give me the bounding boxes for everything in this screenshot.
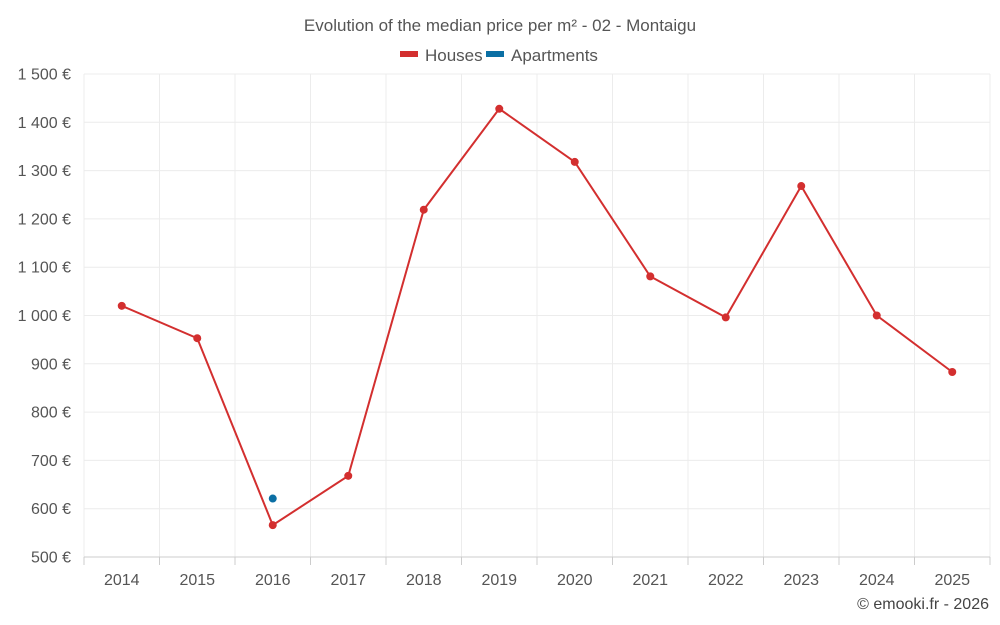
y-tick-label: 1 100 € bbox=[18, 260, 71, 277]
x-tick-label: 2023 bbox=[783, 572, 819, 589]
data-point-houses[interactable] bbox=[948, 368, 957, 377]
y-tick-label: 900 € bbox=[31, 356, 71, 373]
y-tick-label: 500 € bbox=[31, 550, 71, 567]
data-point-houses[interactable] bbox=[646, 272, 655, 281]
series[interactable] bbox=[117, 104, 957, 530]
grid bbox=[83, 73, 991, 557]
x-tick-label: 2020 bbox=[557, 572, 593, 589]
legend-label: Houses bbox=[425, 46, 483, 65]
data-point-houses[interactable] bbox=[344, 471, 353, 480]
y-tick-label: 600 € bbox=[31, 501, 71, 518]
y-tick-label: 1 200 € bbox=[18, 211, 71, 228]
x-tick-label: 2024 bbox=[859, 572, 895, 589]
x-tick-label: 2014 bbox=[104, 572, 140, 589]
credit: © emooki.fr - 2026 bbox=[857, 596, 989, 613]
y-tick-label: 1 000 € bbox=[18, 308, 71, 325]
x-tick-label: 2019 bbox=[481, 572, 517, 589]
y-tick-label: 800 € bbox=[31, 405, 71, 422]
x-tick-label: 2025 bbox=[934, 572, 970, 589]
y-tick-label: 1 300 € bbox=[18, 163, 71, 180]
legend[interactable]: Houses Apartments bbox=[400, 46, 598, 65]
legend-item-apartments[interactable]: Apartments bbox=[486, 46, 598, 65]
data-point-houses[interactable] bbox=[117, 301, 126, 310]
legend-swatch bbox=[400, 51, 418, 57]
legend-item-houses[interactable]: Houses bbox=[400, 46, 483, 65]
data-point-houses[interactable] bbox=[193, 334, 202, 343]
x-tick-label: 2017 bbox=[330, 572, 366, 589]
x-tick-label: 2015 bbox=[179, 572, 215, 589]
legend-swatch bbox=[486, 51, 504, 57]
data-point-houses[interactable] bbox=[495, 104, 504, 113]
y-tick-label: 1 500 € bbox=[18, 67, 71, 84]
y-tick-label: 700 € bbox=[31, 453, 71, 470]
axes: 500 € 600 € 700 € 800 € 900 € 1 000 € 1 100 € 1… bbox=[18, 67, 991, 589]
data-point-houses[interactable] bbox=[872, 311, 881, 320]
legend-label: Apartments bbox=[511, 46, 598, 65]
x-tick-label: 2021 bbox=[632, 572, 668, 589]
chart-title: Evolution of the median price per m² - 0… bbox=[304, 16, 696, 35]
data-point-houses[interactable] bbox=[721, 313, 730, 322]
y-tick-label: 1 400 € bbox=[18, 115, 71, 132]
data-point-houses[interactable] bbox=[797, 182, 806, 191]
data-point-houses[interactable] bbox=[419, 205, 428, 214]
x-tick-label: 2016 bbox=[255, 572, 291, 589]
data-point-houses[interactable] bbox=[268, 521, 277, 530]
data-point-houses[interactable] bbox=[570, 157, 579, 166]
series-line-houses[interactable] bbox=[121, 107, 953, 527]
x-tick-label: 2022 bbox=[708, 572, 744, 589]
data-point-apartments[interactable] bbox=[268, 494, 277, 503]
x-tick-label: 2018 bbox=[406, 572, 442, 589]
